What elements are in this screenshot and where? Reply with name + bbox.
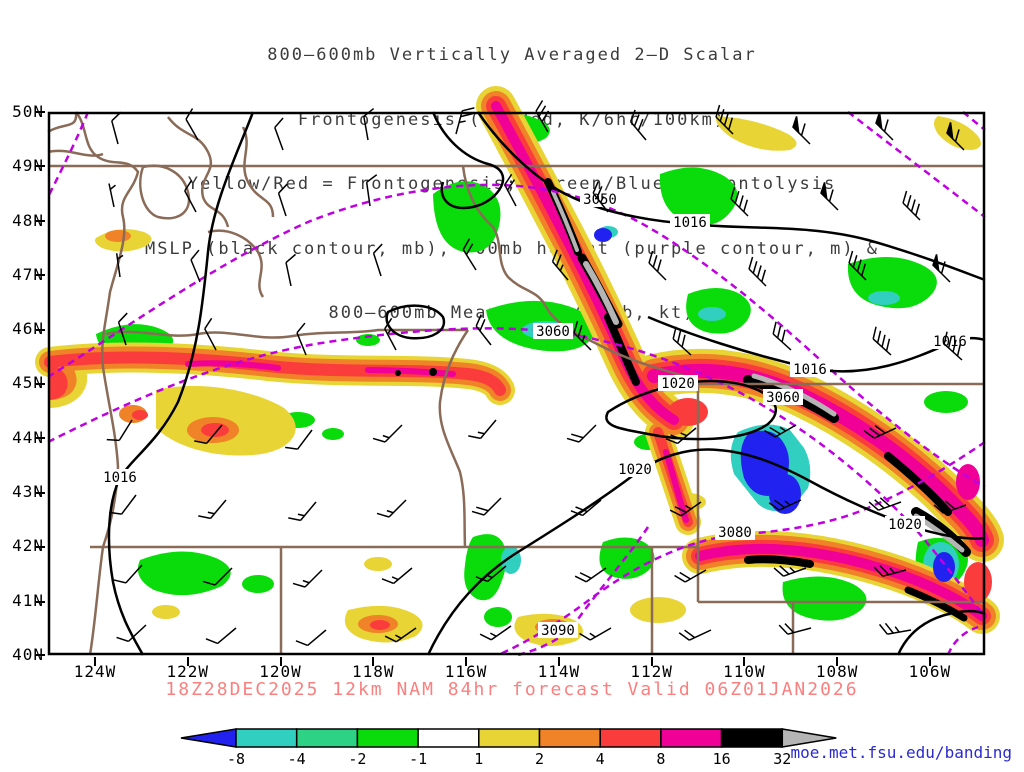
title-line-1: 800–600mb Vertically Averaged 2–D Scalar: [267, 45, 757, 65]
svg-text:3060: 3060: [536, 324, 570, 340]
lat-label: 50N: [12, 102, 44, 121]
svg-text:8: 8: [656, 750, 665, 768]
lat-label: 45N: [12, 373, 44, 393]
lon-label: 106W: [908, 662, 952, 681]
lon-label: 124W: [73, 662, 117, 681]
lon-label: 116W: [444, 662, 488, 681]
lat-label: 48N: [12, 210, 44, 230]
lat-label: 42N: [12, 536, 44, 556]
svg-text:4: 4: [596, 750, 605, 768]
lon-label: 110W: [723, 662, 766, 681]
lon-label: 114W: [537, 662, 581, 681]
svg-text:-1: -1: [409, 750, 427, 768]
lat-label: 40N: [12, 644, 44, 664]
lat-label: 41N: [12, 590, 44, 610]
site-link[interactable]: moe.met.fsu.edu/banding: [790, 743, 1012, 762]
lon-label: 120W: [259, 662, 302, 681]
lon-label: 118W: [352, 662, 395, 681]
longitude-axis: 124W 122W 120W 118W 116W 114W 112W 110W …: [67, 662, 958, 681]
svg-text:3090: 3090: [541, 623, 575, 639]
svg-text:1016: 1016: [103, 470, 137, 486]
lat-label: 43N: [12, 482, 44, 502]
lat-label: 44N: [12, 427, 44, 447]
lon-label: 112W: [630, 662, 673, 681]
lat-label: 47N: [12, 264, 44, 284]
svg-text:2: 2: [535, 750, 544, 768]
lon-label: 122W: [166, 662, 210, 681]
svg-text:3080: 3080: [718, 525, 752, 541]
lon-label: 108W: [815, 662, 859, 681]
svg-text:3050: 3050: [583, 192, 617, 208]
svg-text:1020: 1020: [618, 462, 652, 478]
svg-text:1020: 1020: [888, 517, 922, 533]
lat-label: 46N: [12, 319, 44, 339]
forecast-caption: 18Z28DEC2025 12km NAM 84hr forecast Vali…: [165, 679, 859, 700]
height-contour-labels: 3050 3060 3060 3080 3090: [533, 191, 803, 639]
svg-text:-8: -8: [227, 750, 245, 768]
svg-text:1: 1: [474, 750, 483, 768]
colorbar-canvas: -8 -4 -2 -1 1 2 4 8 16 32: [180, 728, 837, 768]
lat-label: 49N: [12, 156, 44, 176]
colorbar: -8 -4 -2 -1 1 2 4 8 16 32: [179, 728, 841, 772]
svg-text:1016: 1016: [793, 362, 827, 378]
svg-text:32: 32: [773, 750, 791, 768]
svg-text:1016: 1016: [673, 215, 707, 231]
latitude-axis: 50N 49N 48N 47N 46N 45N 44N 43N 42N 41N …: [0, 102, 44, 665]
svg-text:16: 16: [713, 750, 731, 768]
svg-text:1020: 1020: [661, 376, 695, 392]
map-frame: [36, 111, 986, 666]
svg-text:-2: -2: [348, 750, 366, 768]
svg-text:-4: -4: [288, 750, 306, 768]
svg-text:3060: 3060: [766, 390, 800, 406]
